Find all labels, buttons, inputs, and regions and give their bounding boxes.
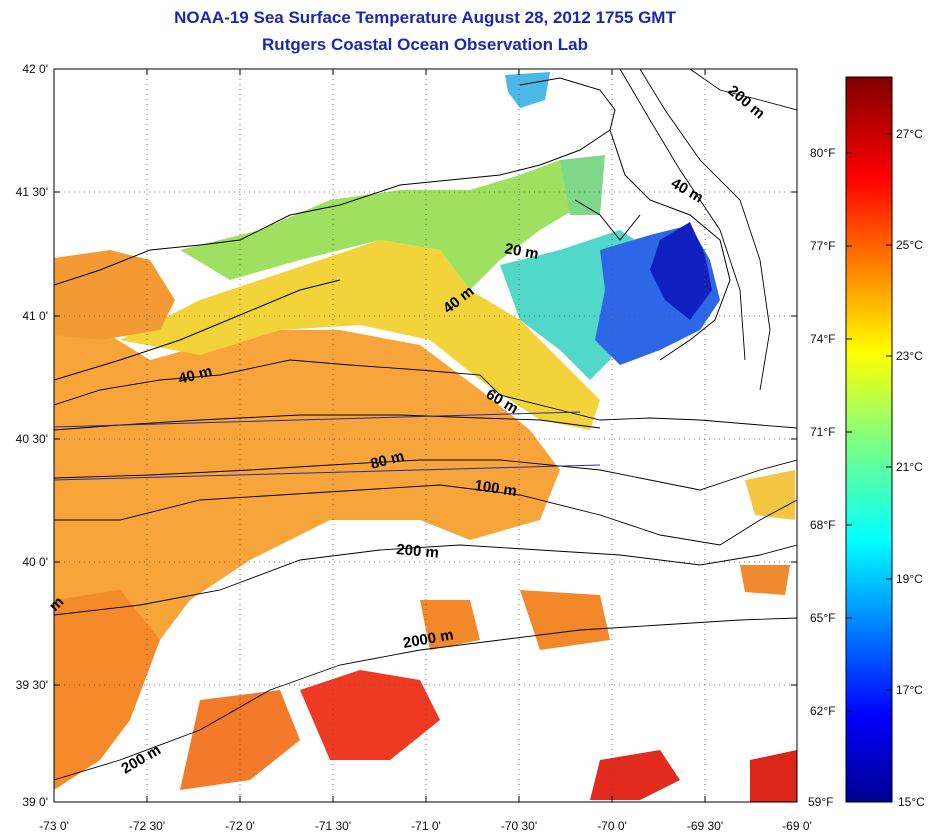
fahrenheit-label: 77°F [810,239,835,253]
depth-label: 40 m [668,175,706,207]
coastline [54,77,731,381]
sst-yellow-band [120,240,600,430]
sst-orange-patch [420,600,480,650]
celsius-label: 27°C [896,127,923,141]
colorbar-c-labels: 27°C 25°C 23°C 21°C 19°C 17°C 15°C [896,127,925,809]
sst-deep-blue [650,222,712,320]
fahrenheit-label: 71°F [810,425,835,439]
sst-warm-shelf [54,300,560,760]
celsius-label: 21°C [896,460,923,474]
map-title: NOAA-19 Sea Surface Temperature August 2… [174,8,676,27]
fahrenheit-label: 59°F [808,795,833,809]
colorbar-ticks [846,133,892,712]
lat-label: 39 0' [22,795,48,809]
lon-label: -69 30' [687,819,723,833]
colorbar [845,76,893,803]
sst-orange-east [740,565,790,595]
lon-label: -72 0' [225,819,255,833]
celsius-label: 25°C [896,238,923,252]
depth-label: 2000 m [402,626,455,652]
fahrenheit-label: 62°F [810,704,835,718]
sst-warm-west [54,250,175,340]
fahrenheit-label: 68°F [810,518,835,532]
sst-field [54,72,797,802]
lat-label: 40 30' [16,432,48,446]
depth-label: 200 m [119,741,164,777]
sst-green-sound [180,160,600,290]
lon-label: -70 0' [597,819,627,833]
map-subtitle: Rutgers Coastal Ocean Observation Lab [262,35,588,54]
lon-label: -70 30' [501,819,537,833]
sst-green-ne [560,155,605,215]
fahrenheit-label: 65°F [810,611,835,625]
lat-label: 42 0' [22,62,48,76]
track-lines [54,411,601,481]
depth-label: 100 m [473,477,517,500]
lat-lon-grid [54,69,797,802]
celsius-label: 23°C [896,349,923,363]
sst-red-se2 [750,750,797,802]
celsius-label: 19°C [896,572,923,586]
fahrenheit-label: 74°F [810,332,835,346]
sst-orange-south [54,590,160,790]
sst-cyan-north [505,72,550,108]
depth-label: 200 m [396,541,440,562]
lon-label: -71 0' [411,819,441,833]
sst-red-south [300,670,440,760]
lat-label: 41 0' [22,309,48,323]
celsius-label: 17°C [896,683,923,697]
sst-yellow-east [745,470,795,520]
depth-label: 20 m [503,240,540,263]
lat-label: 41 30' [16,185,48,199]
lon-label: -72 30' [129,819,165,833]
celsius-label: 15°C [898,795,925,809]
lat-label: 40 0' [22,555,48,569]
lon-label: -71 30' [315,819,351,833]
fahrenheit-label: 80°F [810,146,835,160]
sst-orange-patch2 [520,590,610,650]
depth-label: 200 m [724,82,768,122]
lat-labels: 42 0' 41 30' 41 0' 40 30' 40 0' 39 30' 3… [16,62,48,809]
depth-contours [54,69,797,781]
frame-ticks [54,69,797,802]
lon-labels: -73 0' -72 30' -72 0' -71 30' -71 0' -70… [39,819,812,833]
lat-label: 39 30' [16,678,48,692]
colorbar-f-labels: 80°F 77°F 74°F 71°F 68°F 65°F 62°F 59°F [808,146,835,809]
lon-label: -69 0' [782,819,812,833]
sst-red-se [590,750,680,800]
lon-label: -73 0' [39,819,69,833]
